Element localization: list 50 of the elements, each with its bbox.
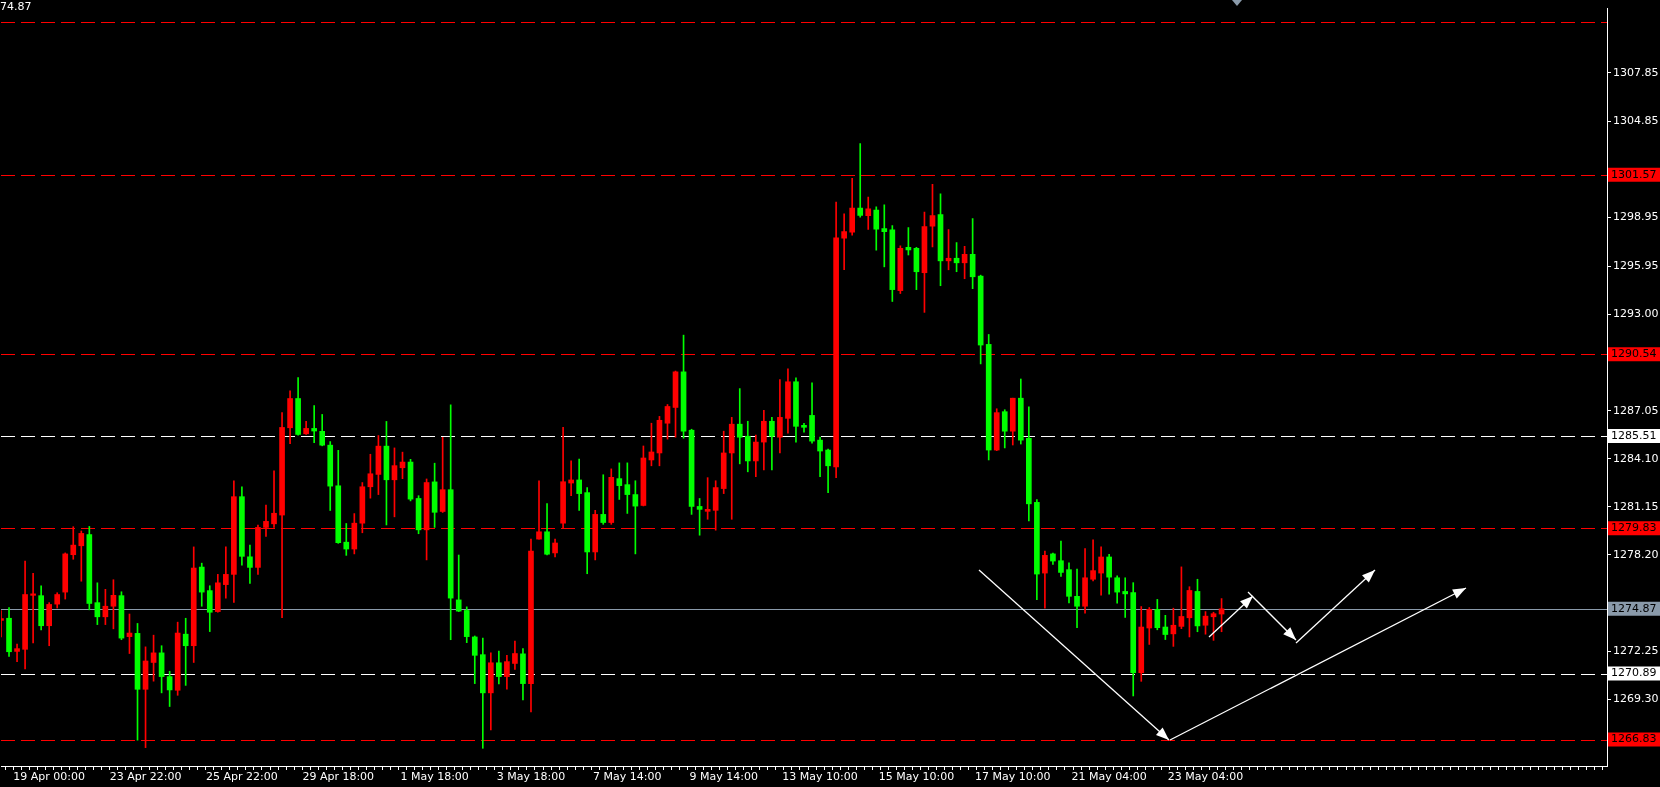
- y-tick-label: 1278.20: [1613, 547, 1659, 561]
- y-tick-label: 1304.85: [1613, 114, 1659, 128]
- candlestick: [600, 474, 607, 525]
- candlestick: [30, 573, 36, 644]
- ref-line-label: 1279.83: [1611, 521, 1657, 535]
- y-tick-label: 1287.05: [1613, 403, 1659, 417]
- x-tick-label: 1 May 18:00: [400, 770, 469, 784]
- x-tick-label: 7 May 14:00: [593, 770, 662, 784]
- x-tick-label: 23 May 04:00: [1167, 770, 1244, 784]
- candlestick: [14, 643, 20, 662]
- candlestick: [881, 204, 888, 268]
- candlestick: [343, 523, 350, 556]
- candlestick: [841, 213, 847, 271]
- y-tick-label: 1295.95: [1613, 259, 1659, 273]
- x-tick-label: 19 Apr 00:00: [13, 770, 86, 784]
- ref-line-label: 1274.87: [1611, 601, 1657, 615]
- candlestick: [1074, 568, 1080, 629]
- candlestick: [311, 405, 317, 443]
- candlestick: [182, 617, 189, 686]
- ref-line-label: 1285.51: [1611, 428, 1657, 442]
- y-tick-label: 1281.15: [1613, 499, 1659, 513]
- y-tick-label: 1293.00: [1613, 307, 1659, 321]
- x-tick-label: 9 May 14:00: [689, 770, 758, 784]
- x-tick-label: 15 May 10:00: [878, 770, 955, 784]
- y-tick-label: 1269.30: [1613, 692, 1659, 706]
- y-tick-label: 1307.85: [1613, 65, 1659, 79]
- ref-line-label: 1301.57: [1611, 167, 1657, 181]
- candlestick: [857, 143, 864, 218]
- candlestick: [616, 462, 623, 500]
- y-tick-label: 1284.10: [1613, 451, 1659, 465]
- y-tick-label: 1298.95: [1613, 210, 1659, 224]
- candlestick: [78, 530, 85, 582]
- x-tick-label: 23 Apr 22:00: [109, 770, 182, 784]
- candlestick: [1122, 577, 1129, 618]
- x-tick-label: 13 May 10:00: [782, 770, 858, 784]
- annotation: 74.87: [0, 0, 32, 13]
- x-tick-label: 25 Apr 22:00: [206, 770, 278, 784]
- x-tick-label: 17 May 10:00: [975, 770, 1051, 784]
- candlestick: [736, 388, 743, 465]
- ref-line-label: 1290.54: [1611, 347, 1657, 360]
- candlestick: [1090, 539, 1096, 582]
- candlestick: [223, 546, 229, 599]
- candlestick: [455, 554, 462, 612]
- x-tick-label: 21 May 04:00: [1071, 770, 1147, 784]
- candlestick: [865, 196, 872, 230]
- ref-line-label: 1270.89: [1611, 666, 1657, 680]
- x-tick-label: 29 Apr 18:00: [302, 770, 375, 784]
- x-tick-label: 3 May 18:00: [496, 770, 566, 784]
- y-tick-label: 1272.25: [1613, 644, 1659, 658]
- ref-line-label: 1266.83: [1611, 732, 1657, 746]
